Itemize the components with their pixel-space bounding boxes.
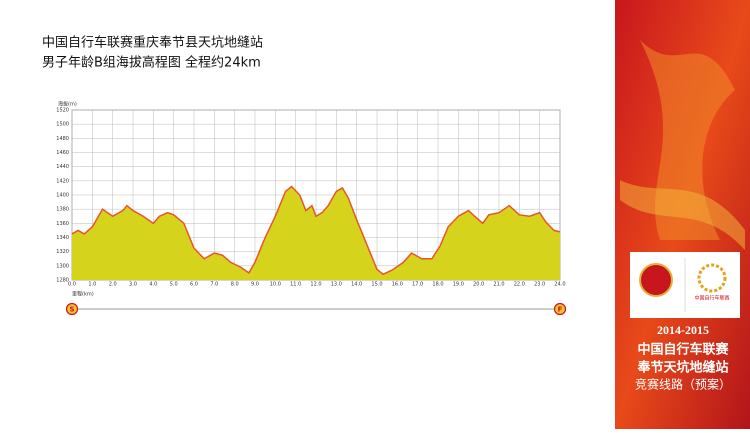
logo-mark	[697, 263, 727, 293]
y-tick-label: 1280	[56, 278, 69, 284]
logo-text: 中国自行车联赛	[694, 295, 729, 302]
x-tick-label: 4.0	[149, 282, 157, 288]
x-tick-label: 18.0	[432, 282, 443, 288]
y-tick-label: 1340	[56, 235, 69, 241]
y-tick-label: 1420	[56, 178, 69, 184]
y-tick-label: 1500	[56, 122, 69, 128]
start-label: S	[69, 306, 74, 314]
x-tick-label: 14.0	[351, 282, 362, 288]
league: 中国自行车联赛	[637, 342, 729, 358]
x-tick-label: 23.0	[534, 282, 545, 288]
chart-title: 中国自行车联赛重庆奉节县天坑地缝站	[42, 35, 263, 51]
plot: 1280 1300 1320 1340 1360 1380 1400 1420 1440 1460…	[56, 108, 567, 316]
y-tick-label: 1520	[56, 108, 69, 114]
y-tick-label: 1480	[56, 136, 69, 142]
elevation-line	[71, 185, 561, 276]
stage: 奉节天坑地缝站	[636, 360, 728, 376]
y-tick-label: 1400	[56, 193, 69, 199]
x-tick-label: 2.0	[109, 282, 117, 288]
x-tick-label: 5.0	[170, 282, 178, 288]
elevation-area	[72, 186, 560, 280]
y-tick-label: 1320	[56, 249, 69, 255]
y-tick-label: 1460	[56, 150, 69, 156]
x-tick-label: 24.0	[554, 282, 565, 288]
x-tick-label: 20.0	[473, 282, 484, 288]
x-tick-label: 8.0	[231, 282, 239, 288]
x-tick-label: 16.0	[392, 282, 403, 288]
note: 竞赛线路（预案）	[635, 377, 731, 392]
y-tick-label: 1380	[56, 207, 69, 213]
decor	[620, 180, 745, 250]
x-tick-label: 3.0	[129, 282, 137, 288]
end-label: F	[558, 306, 563, 314]
x-tick-label: 19.0	[453, 282, 464, 288]
x-tick-label: 21.0	[493, 282, 504, 288]
x-tick-label: 7.0	[210, 282, 218, 288]
season: 2014-2015	[657, 323, 709, 337]
x-tick-label: 22.0	[514, 282, 525, 288]
start-marker	[65, 302, 79, 316]
logo-emblem	[639, 263, 673, 297]
x-tick-label: 17.0	[412, 282, 423, 288]
x-axis-label: 里程(km)	[72, 291, 94, 298]
x-tick-label: 9.0	[251, 282, 259, 288]
x-tick-label: 12.0	[310, 282, 321, 288]
y-tick-label: 1300	[56, 263, 69, 269]
x-tick-label: 0.0	[68, 282, 76, 288]
x-tick-label: 10.0	[270, 282, 281, 288]
x-tick-label: 1.0	[88, 282, 96, 288]
y-axis-label: 海拔(m)	[58, 101, 77, 108]
x-tick-label: 11.0	[290, 282, 301, 288]
x-tick-label: 13.0	[331, 282, 342, 288]
y-tick-label: 1360	[56, 221, 69, 227]
y-tick-label: 1440	[56, 164, 69, 170]
end-marker	[553, 302, 567, 316]
chart-subtitle: 男子年龄B组海拔高程图 全程约24km	[42, 55, 261, 71]
x-tick-label: 15.0	[371, 282, 382, 288]
x-tick-label: 6.0	[190, 282, 198, 288]
